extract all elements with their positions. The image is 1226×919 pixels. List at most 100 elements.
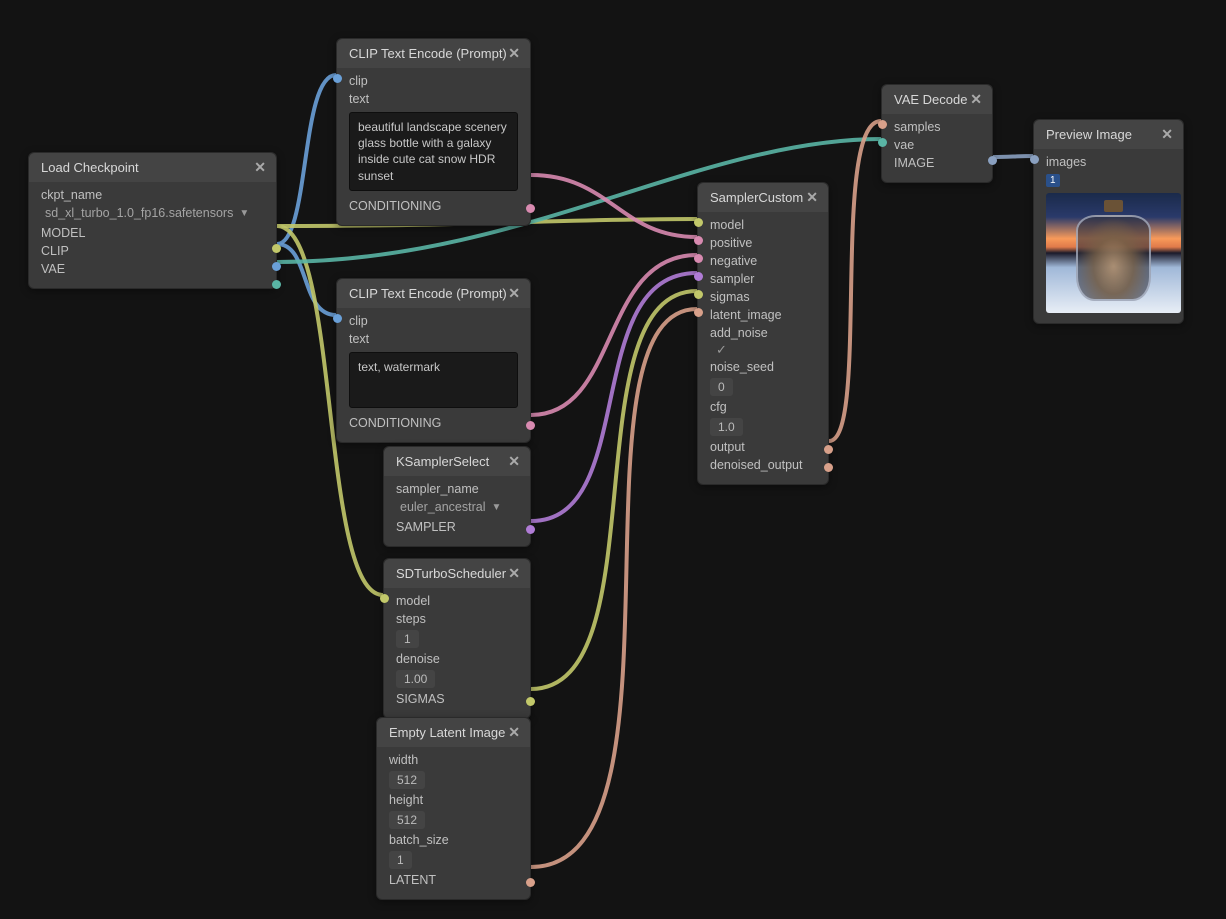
port-denoised-out[interactable] bbox=[824, 463, 833, 472]
field-height-value[interactable]: 512 bbox=[389, 811, 425, 829]
input-negative: negative bbox=[710, 252, 816, 270]
field-denoise-value[interactable]: 1.00 bbox=[396, 670, 435, 688]
node-sampler-custom[interactable]: SamplerCustom ✕ model positive negative … bbox=[697, 182, 829, 485]
port-clip[interactable] bbox=[272, 262, 281, 271]
output-conditioning: CONDITIONING bbox=[349, 197, 518, 215]
port-latent-out[interactable] bbox=[526, 878, 535, 887]
input-clip: clip bbox=[349, 312, 518, 330]
close-icon[interactable]: ✕ bbox=[970, 91, 982, 108]
node-header[interactable]: CLIP Text Encode (Prompt) ✕ bbox=[337, 39, 530, 68]
port-model-in[interactable] bbox=[380, 594, 389, 603]
node-title: Empty Latent Image bbox=[389, 725, 505, 740]
port-vae-in[interactable] bbox=[878, 138, 887, 147]
input-clip: clip bbox=[349, 72, 518, 90]
port-negative-in[interactable] bbox=[694, 254, 703, 263]
output-vae: VAE bbox=[41, 260, 264, 278]
prompt-textarea[interactable]: beautiful landscape scenery glass bottle… bbox=[349, 112, 518, 191]
port-conditioning-out[interactable] bbox=[526, 204, 535, 213]
port-output-out[interactable] bbox=[824, 445, 833, 454]
output-sigmas: SIGMAS bbox=[396, 690, 518, 708]
field-sampler-name-label: sampler_name bbox=[396, 480, 518, 498]
node-header[interactable]: SDTurboScheduler ✕ bbox=[384, 559, 530, 588]
field-cfg-value[interactable]: 1.0 bbox=[710, 418, 743, 436]
prompt-textarea[interactable]: text, watermark bbox=[349, 352, 518, 408]
node-header[interactable]: Empty Latent Image ✕ bbox=[377, 718, 530, 747]
port-vae[interactable] bbox=[272, 280, 281, 289]
node-vae-decode[interactable]: VAE Decode ✕ samples vae IMAGE bbox=[881, 84, 993, 183]
input-model: model bbox=[710, 216, 816, 234]
chevron-down-icon: ▼ bbox=[239, 208, 249, 219]
node-header[interactable]: VAE Decode ✕ bbox=[882, 85, 992, 114]
node-clip-encode-negative[interactable]: CLIP Text Encode (Prompt) ✕ clip text te… bbox=[336, 278, 531, 443]
port-model-in[interactable] bbox=[694, 218, 703, 227]
output-model: MODEL bbox=[41, 224, 264, 242]
port-clip-in[interactable] bbox=[333, 314, 342, 323]
input-vae: vae bbox=[894, 136, 980, 154]
input-model: model bbox=[396, 592, 518, 610]
dropdown-ckpt-name[interactable]: sd_xl_turbo_1.0_fp16.safetensors ▼ bbox=[41, 204, 264, 224]
output-output: output bbox=[710, 438, 816, 456]
field-steps-label: steps bbox=[396, 610, 518, 628]
port-sampler-out[interactable] bbox=[526, 525, 535, 534]
port-sigmas-in[interactable] bbox=[694, 290, 703, 299]
close-icon[interactable]: ✕ bbox=[254, 159, 266, 176]
port-conditioning-out[interactable] bbox=[526, 421, 535, 430]
port-sampler-in[interactable] bbox=[694, 272, 703, 281]
port-sigmas-out[interactable] bbox=[526, 697, 535, 706]
chevron-down-icon: ▼ bbox=[491, 502, 501, 513]
node-title: SDTurboScheduler bbox=[396, 566, 506, 581]
close-icon[interactable]: ✕ bbox=[508, 565, 520, 582]
node-ksampler-select[interactable]: KSamplerSelect ✕ sampler_name euler_ance… bbox=[383, 446, 531, 547]
output-conditioning: CONDITIONING bbox=[349, 414, 518, 432]
field-ckpt-name-label: ckpt_name bbox=[41, 186, 264, 204]
preview-cork bbox=[1104, 200, 1123, 212]
node-header[interactable]: Load Checkpoint ✕ bbox=[29, 153, 276, 182]
close-icon[interactable]: ✕ bbox=[508, 724, 520, 741]
field-steps-value[interactable]: 1 bbox=[396, 630, 419, 648]
node-header[interactable]: SamplerCustom ✕ bbox=[698, 183, 828, 212]
output-denoised: denoised_output bbox=[710, 456, 816, 474]
close-icon[interactable]: ✕ bbox=[1161, 126, 1173, 143]
node-title: Load Checkpoint bbox=[41, 160, 139, 175]
close-icon[interactable]: ✕ bbox=[508, 285, 520, 302]
node-load-checkpoint[interactable]: Load Checkpoint ✕ ckpt_name sd_xl_turbo_… bbox=[28, 152, 277, 289]
node-title: CLIP Text Encode (Prompt) bbox=[349, 286, 507, 301]
field-denoise-label: denoise bbox=[396, 650, 518, 668]
image-count-badge: 1 bbox=[1046, 174, 1060, 187]
field-batch-label: batch_size bbox=[389, 831, 518, 849]
port-images-in[interactable] bbox=[1030, 155, 1039, 164]
field-noise-seed-label: noise_seed bbox=[710, 358, 816, 376]
input-samples: samples bbox=[894, 118, 980, 136]
node-header[interactable]: Preview Image ✕ bbox=[1034, 120, 1183, 149]
dropdown-value: euler_ancestral bbox=[400, 500, 485, 514]
port-clip-in[interactable] bbox=[333, 74, 342, 83]
preview-bottle bbox=[1076, 215, 1152, 301]
node-preview-image[interactable]: Preview Image ✕ images 1 bbox=[1033, 119, 1184, 324]
node-sdturbo-scheduler[interactable]: SDTurboScheduler ✕ model steps 1 denoise… bbox=[383, 558, 531, 719]
preview-thumbnail[interactable] bbox=[1046, 193, 1181, 313]
node-header[interactable]: CLIP Text Encode (Prompt) ✕ bbox=[337, 279, 530, 308]
node-header[interactable]: KSamplerSelect ✕ bbox=[384, 447, 530, 476]
field-width-value[interactable]: 512 bbox=[389, 771, 425, 789]
field-height-label: height bbox=[389, 791, 518, 809]
field-add-noise-label: add_noise bbox=[710, 324, 816, 342]
port-samples-in[interactable] bbox=[878, 120, 887, 129]
input-sigmas: sigmas bbox=[710, 288, 816, 306]
close-icon[interactable]: ✕ bbox=[508, 453, 520, 470]
port-image-out[interactable] bbox=[988, 156, 997, 165]
field-batch-value[interactable]: 1 bbox=[389, 851, 412, 869]
port-model[interactable] bbox=[272, 244, 281, 253]
dropdown-sampler[interactable]: euler_ancestral ▼ bbox=[396, 498, 518, 518]
node-clip-encode-positive[interactable]: CLIP Text Encode (Prompt) ✕ clip text be… bbox=[336, 38, 531, 226]
node-title: SamplerCustom bbox=[710, 190, 803, 205]
close-icon[interactable]: ✕ bbox=[806, 189, 818, 206]
node-empty-latent[interactable]: Empty Latent Image ✕ width 512 height 51… bbox=[376, 717, 531, 900]
port-positive-in[interactable] bbox=[694, 236, 703, 245]
input-text: text bbox=[349, 330, 518, 348]
output-clip: CLIP bbox=[41, 242, 264, 260]
field-noise-seed-value[interactable]: 0 bbox=[710, 378, 733, 396]
close-icon[interactable]: ✕ bbox=[508, 45, 520, 62]
port-latent-in[interactable] bbox=[694, 308, 703, 317]
input-sampler: sampler bbox=[710, 270, 816, 288]
checkbox-add-noise[interactable]: ✓ bbox=[710, 342, 816, 358]
